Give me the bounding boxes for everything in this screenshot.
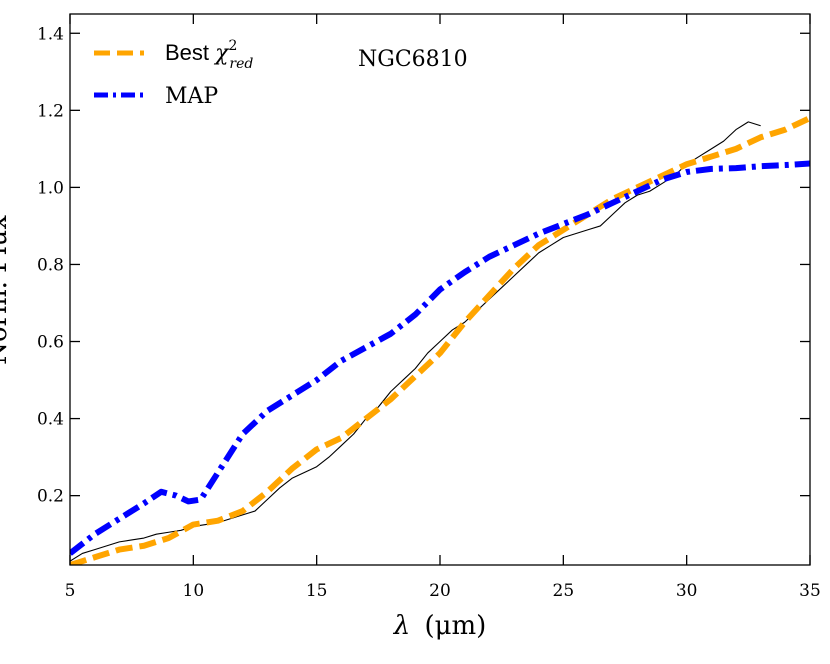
galaxy-annotation: NGC6810 xyxy=(358,47,468,72)
x-tick-label: 5 xyxy=(65,581,76,601)
y-tick-label: 0.4 xyxy=(37,410,64,430)
legend-label-best-chi2: Best χ2 red xyxy=(165,38,253,72)
y-axis-title: Norm. Flux xyxy=(0,215,13,365)
x-axis-title: λ (μm) xyxy=(393,611,487,641)
y-tick-label: 1.4 xyxy=(37,24,64,44)
y-tick-label: 0.8 xyxy=(37,255,64,275)
x-tick-label: 20 xyxy=(429,581,451,601)
legend: Best χ2 red MAP xyxy=(94,38,253,109)
y-tick-label: 0.2 xyxy=(37,487,64,507)
series-line-map xyxy=(70,160,810,556)
y-tick-label: 1.0 xyxy=(37,178,64,198)
y-tick-label: 1.2 xyxy=(37,101,64,121)
x-tick-label: 10 xyxy=(183,581,205,601)
x-tick-label: 15 xyxy=(306,581,328,601)
x-tick-label: 35 xyxy=(799,581,821,601)
x-tick-label: 30 xyxy=(676,581,698,601)
legend-label-map: MAP xyxy=(165,84,218,109)
ticks-layer: 5 10 15 20 25 30 35 0.2 0.4 0.6 0.8 1.0 1.2 1.4 xyxy=(37,14,821,601)
series-layer xyxy=(70,115,810,565)
series-line-best-red xyxy=(70,115,810,565)
y-tick-label: 0.6 xyxy=(37,333,64,353)
x-tick-label: 25 xyxy=(553,581,575,601)
